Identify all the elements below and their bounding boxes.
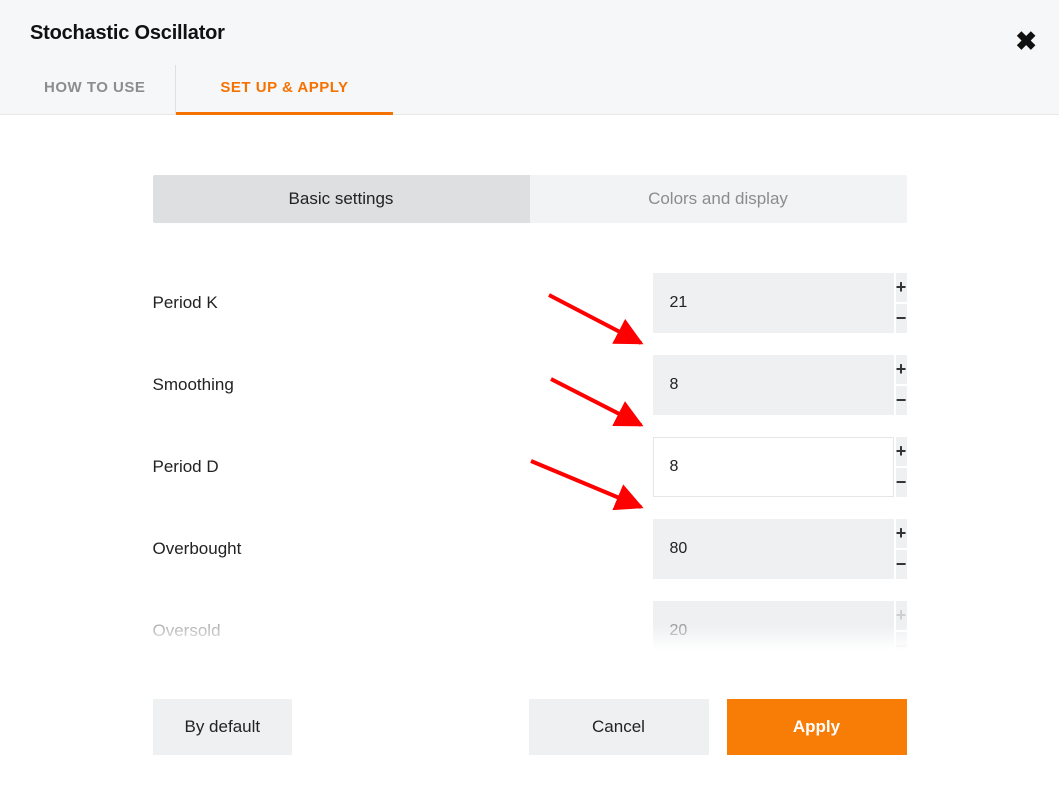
- decrement-button-oversold[interactable]: −: [896, 632, 907, 655]
- subtab-basic-settings[interactable]: Basic settings: [153, 175, 530, 223]
- increment-button-period_k[interactable]: +: [896, 273, 907, 302]
- input-smoothing[interactable]: [653, 355, 894, 415]
- input-period_k[interactable]: [653, 273, 894, 333]
- field-row-period_k: Period K +−: [153, 273, 907, 333]
- field-label-overbought: Overbought: [153, 539, 242, 559]
- tab-how-to-use[interactable]: HOW TO USE: [30, 65, 176, 114]
- settings-fields-wrap: Period K+−Smoothing+−Period D+−Overbough…: [153, 273, 907, 655]
- stepper-overbought: +−: [653, 519, 907, 579]
- close-icon: ✖: [1015, 26, 1037, 56]
- input-period_d[interactable]: [653, 437, 894, 497]
- settings-fields: Period K+−Smoothing+−Period D+−Overbough…: [153, 273, 907, 655]
- tab-set-up-apply[interactable]: SET UP & APPLY: [176, 65, 392, 115]
- close-button[interactable]: ✖: [1015, 26, 1037, 57]
- decrement-button-overbought[interactable]: −: [896, 550, 907, 579]
- input-oversold[interactable]: [653, 601, 894, 655]
- stepper-buttons-period_k: +−: [896, 273, 907, 333]
- modal-title: Stochastic Oscillator: [30, 22, 1029, 45]
- header-tabs: HOW TO USE SET UP & APPLY: [30, 65, 1029, 114]
- modal-footer: By default Cancel Apply: [153, 655, 907, 755]
- stepper-period_k: +−: [653, 273, 907, 333]
- field-row-period_d: Period D +−: [153, 437, 907, 497]
- field-label-period_k: Period K: [153, 293, 218, 313]
- stepper-buttons-oversold: +−: [896, 601, 907, 655]
- field-row-overbought: Overbought +−: [153, 519, 907, 579]
- subtab-colors-and-display[interactable]: Colors and display: [530, 175, 907, 223]
- field-row-oversold: Oversold +−: [153, 601, 907, 655]
- apply-button[interactable]: Apply: [727, 699, 907, 755]
- cancel-button[interactable]: Cancel: [529, 699, 709, 755]
- field-label-smoothing: Smoothing: [153, 375, 234, 395]
- stepper-smoothing: +−: [653, 355, 907, 415]
- field-label-oversold: Oversold: [153, 621, 221, 641]
- stepper-oversold: +−: [653, 601, 907, 655]
- stepper-period_d: +−: [653, 437, 907, 497]
- stepper-buttons-smoothing: +−: [896, 355, 907, 415]
- decrement-button-smoothing[interactable]: −: [896, 386, 907, 415]
- field-label-period_d: Period D: [153, 457, 219, 477]
- stepper-buttons-overbought: +−: [896, 519, 907, 579]
- stepper-buttons-period_d: +−: [896, 437, 907, 497]
- settings-content: Basic settings Colors and display Period…: [153, 175, 907, 655]
- increment-button-overbought[interactable]: +: [896, 519, 907, 548]
- sub-tabs: Basic settings Colors and display: [153, 175, 907, 223]
- increment-button-smoothing[interactable]: +: [896, 355, 907, 384]
- modal-body: Basic settings Colors and display Period…: [0, 115, 1059, 694]
- increment-button-oversold[interactable]: +: [896, 601, 907, 630]
- input-overbought[interactable]: [653, 519, 894, 579]
- decrement-button-period_d[interactable]: −: [896, 468, 907, 497]
- field-row-smoothing: Smoothing +−: [153, 355, 907, 415]
- by-default-button[interactable]: By default: [153, 699, 293, 755]
- decrement-button-period_k[interactable]: −: [896, 304, 907, 333]
- increment-button-period_d[interactable]: +: [896, 437, 907, 466]
- modal-header: Stochastic Oscillator ✖ HOW TO USE SET U…: [0, 0, 1059, 115]
